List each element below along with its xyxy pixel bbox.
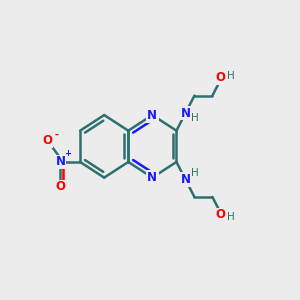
Text: N: N [147,109,158,122]
Text: -: - [54,130,58,140]
Text: O: O [216,208,226,221]
Text: H: H [226,212,234,222]
Text: N: N [180,106,190,120]
Text: O: O [216,71,226,84]
Text: H: H [226,71,234,81]
Text: O: O [56,181,65,194]
Text: O: O [42,134,52,148]
Text: H: H [191,168,199,178]
Text: N: N [180,173,190,186]
Text: N: N [56,155,65,169]
Text: +: + [64,149,71,158]
Text: H: H [191,112,199,123]
Text: N: N [147,171,158,184]
